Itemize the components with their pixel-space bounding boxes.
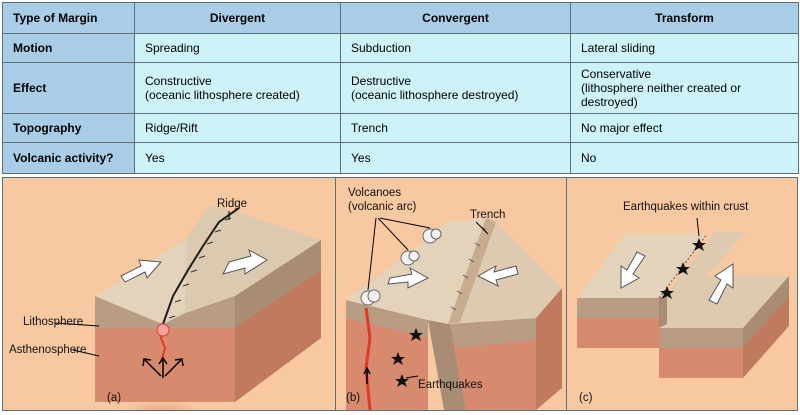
label-trench: Trench [470, 209, 506, 221]
arc-magma-conduit [364, 307, 372, 410]
row-label-topography: Topography [2, 113, 135, 143]
table-row-effect: Effect Constructive (oceanic lithosphere… [2, 62, 799, 114]
panel-tag-c: (c) [579, 392, 593, 404]
table-header-row: Type of Margin Divergent Convergent Tran… [2, 2, 799, 34]
ridge-rift-line [162, 207, 240, 325]
convergence-arrow-right [476, 264, 519, 287]
label-earthquakes-within-crust: Earthquakes within crust [623, 201, 749, 213]
cell-motion-convergent: Subduction [340, 33, 571, 63]
cell-topography-convergent: Trench [340, 113, 571, 143]
table-row-volcanic: Volcanic activity? Yes Yes No [2, 142, 799, 174]
right-block-top-back [667, 232, 745, 324]
panel-tag-b: (b) [346, 392, 361, 404]
divergent-block-illustration [54, 206, 321, 410]
label-volcanoes: Volcanoes (volcanic arc) [348, 187, 417, 213]
volcano-leader-2 [377, 217, 409, 251]
earthquake-leader [405, 375, 419, 379]
spreading-arrow-right [222, 248, 268, 275]
row-label-motion: Motion [2, 33, 135, 63]
label-lithosphere: Lithosphere [23, 316, 84, 328]
label-earthquakes: Earthquakes [418, 379, 483, 391]
label-asthenosphere: Asthenosphere [9, 344, 87, 356]
cell-volcanic-convergent: Yes [340, 142, 571, 174]
lithosphere-leader [54, 322, 100, 327]
convergence-arrow-left [387, 266, 430, 289]
cell-effect-transform: Conservative (lithosphere neither create… [570, 62, 799, 114]
cell-volcanic-transform: No [570, 142, 799, 174]
upwelling-arrow-right [164, 358, 184, 377]
crust-earthquake-stars [660, 238, 706, 299]
margin-comparison-table: Type of Margin Divergent Convergent Tran… [2, 2, 799, 174]
cell-volcanic-divergent: Yes [134, 142, 341, 174]
cell-motion-transform: Lateral sliding [570, 33, 799, 63]
earthquake-stars [391, 328, 423, 387]
panel-convergent: Volcanoes (volcanic arc) Trench Earthqua… [335, 177, 567, 411]
panel-tag-a: (a) [107, 392, 122, 404]
ridge-hatching [168, 217, 232, 319]
volcano-leader-1 [367, 217, 377, 291]
subducting-crust-front [450, 318, 536, 348]
panel-divergent: Ridge Lithosphere Asthenosphere (a) [2, 177, 336, 411]
table-row-topography: Topography Ridge/Rift Trench No major ef… [2, 113, 799, 143]
trench-leader [475, 221, 489, 235]
transform-right-crust [743, 276, 789, 348]
right-block-top [659, 276, 789, 328]
upwelling-arrow-left [142, 358, 162, 377]
magma-chamber [156, 323, 170, 337]
right-block-crust [659, 328, 743, 348]
volcano-clouds [360, 228, 442, 306]
header-convergent: Convergent [340, 2, 571, 34]
cell-topography-transform: No major effect [570, 113, 799, 143]
row-label-volcanic: Volcanic activity? [2, 142, 135, 174]
cell-effect-convergent: Destructive (oceanic lithosphere destroy… [340, 62, 571, 114]
volcano-leader-3 [379, 217, 431, 229]
trench-wall [448, 218, 496, 324]
slide-arrow-right [708, 263, 734, 305]
magma-rise-arrow [363, 366, 371, 384]
upwelling-arrow-center [158, 356, 168, 378]
header-type-of-margin: Type of Margin [2, 2, 135, 34]
trench-hatching [450, 226, 487, 311]
spreading-arrow-left [120, 259, 163, 283]
header-divergent: Divergent [134, 2, 341, 34]
panel-transform: Earthquakes within crust (c) [566, 177, 798, 411]
subducting-slab [428, 320, 466, 410]
table-row-motion: Motion Spreading Subduction Lateral slid… [2, 33, 799, 63]
left-block-crust [577, 298, 659, 318]
crust-earthquake-leader [696, 217, 700, 237]
convergent-right-side [536, 288, 562, 410]
asthenosphere-leader [72, 349, 100, 357]
fault-step [659, 294, 667, 328]
cell-effect-divergent: Constructive (oceanic lithosphere create… [134, 62, 341, 114]
cell-motion-divergent: Spreading [134, 33, 341, 63]
convergent-block-illustration [346, 217, 562, 410]
header-transform: Transform [570, 2, 799, 34]
row-label-effect: Effect [2, 62, 135, 114]
magma-upwelling [119, 376, 207, 410]
cell-topography-divergent: Ridge/Rift [134, 113, 341, 143]
left-block-top [577, 234, 707, 298]
transform-block-illustration [577, 217, 789, 378]
block-right-crust [235, 240, 321, 328]
asthenosphere-front [95, 326, 235, 402]
slide-arrow-left [620, 251, 646, 289]
label-ridge: Ridge [217, 198, 248, 210]
lithosphere-front [95, 296, 235, 328]
